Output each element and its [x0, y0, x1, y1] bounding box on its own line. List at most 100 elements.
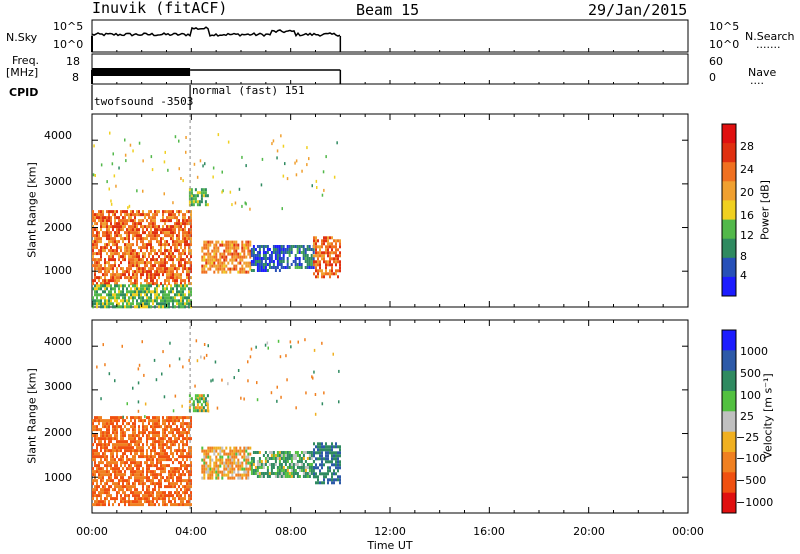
velocity-cell: [264, 460, 267, 463]
velocity-cell: [120, 425, 122, 429]
power-cell: [170, 210, 172, 214]
power-cell: [148, 299, 150, 303]
power-cell: [136, 290, 138, 294]
velocity-cell: [176, 476, 178, 480]
power-cell: [319, 254, 321, 258]
power-cell: [110, 284, 112, 288]
velocity-cell: [337, 475, 339, 479]
power-cell: [308, 266, 311, 269]
velocity-cell: [174, 485, 176, 489]
velocity-cell: [160, 497, 162, 501]
power-cell: [132, 264, 134, 268]
power-cell: [306, 248, 309, 251]
velocity-ytick-2000: 2000: [44, 426, 72, 439]
velocity-cell: [319, 442, 321, 446]
velocity-cell: [227, 452, 230, 456]
velocity-cell: [290, 457, 293, 460]
power-colorbar-swatch: [722, 276, 736, 297]
power-cell: [96, 284, 98, 288]
power-cell: [258, 248, 261, 251]
power-cell: [186, 270, 188, 274]
velocity-cell: [194, 394, 197, 398]
power-cell: [235, 252, 238, 256]
power-cell: [339, 260, 341, 264]
velocity-cell: [298, 475, 301, 478]
velocity-cell: [180, 425, 182, 429]
velocity-cell: [94, 461, 96, 465]
velocity-cell: [122, 485, 124, 489]
velocity-scatter-cell: [280, 395, 282, 399]
velocity-cell: [172, 461, 174, 465]
power-cell: [112, 258, 114, 262]
velocity-cell: [100, 497, 102, 501]
power-cell: [217, 261, 220, 265]
power-cell: [166, 255, 168, 259]
velocity-cell: [112, 455, 114, 459]
power-cell: [92, 246, 94, 250]
power-cell: [126, 270, 128, 274]
power-cell: [217, 258, 220, 262]
power-cell: [174, 305, 176, 309]
velocity-cell: [152, 449, 154, 453]
power-cell: [186, 237, 188, 241]
power-cell: [262, 269, 265, 272]
velocity-cell: [172, 434, 174, 438]
power-cell: [146, 258, 148, 262]
power-cell: [315, 242, 317, 246]
power-cell: [180, 243, 182, 247]
power-cell: [170, 255, 172, 259]
velocity-cell: [112, 458, 114, 462]
velocity-cell: [323, 478, 325, 482]
power-cell: [160, 261, 162, 265]
power-cell: [166, 279, 168, 283]
power-cell: [172, 237, 174, 241]
power-cell: [176, 225, 178, 229]
velocity-cell: [126, 500, 128, 504]
velocity-cell: [162, 416, 164, 420]
power-cell: [184, 243, 186, 247]
power-cell: [335, 248, 337, 252]
velocity-cell: [239, 476, 242, 480]
power-cell: [184, 279, 186, 283]
velocity-cell: [164, 485, 166, 489]
power-cell: [170, 270, 172, 274]
power-cell: [126, 213, 128, 217]
power-cell: [96, 234, 98, 238]
velocity-cell: [124, 473, 126, 477]
velocity-cell: [337, 460, 339, 464]
velocity-cell: [94, 440, 96, 444]
velocity-cell: [104, 443, 106, 447]
power-cell: [110, 273, 112, 277]
power-cell: [134, 273, 136, 277]
velocity-cell: [339, 454, 341, 458]
power-cell: [132, 302, 134, 306]
power-cell: [176, 243, 178, 247]
power-cell: [270, 260, 273, 263]
velocity-cell: [118, 449, 120, 453]
power-cell: [160, 252, 162, 256]
power-cell: [162, 261, 164, 265]
power-cell: [100, 216, 102, 220]
power-cell: [114, 287, 116, 291]
velocity-cell: [146, 434, 148, 438]
power-cell: [124, 305, 126, 309]
velocity-cell: [126, 461, 128, 465]
velocity-cell: [128, 482, 130, 486]
velocity-cell: [202, 400, 205, 404]
power-cell: [286, 266, 289, 269]
power-cell: [126, 222, 128, 226]
power-cell: [142, 255, 144, 259]
velocity-cell: [164, 479, 166, 483]
power-cell: [276, 245, 279, 248]
power-cell: [188, 299, 190, 303]
velocity-cell: [268, 463, 271, 466]
velocity-scatter-cell: [196, 398, 199, 402]
power-cell: [315, 248, 317, 252]
power-cell: [310, 257, 313, 260]
velocity-cell: [152, 503, 154, 507]
velocity-cell: [231, 473, 234, 477]
power-cell: [148, 296, 150, 300]
velocity-colorbar-frame: [721, 329, 737, 514]
power-cell: [213, 258, 216, 262]
power-cell: [156, 231, 158, 235]
